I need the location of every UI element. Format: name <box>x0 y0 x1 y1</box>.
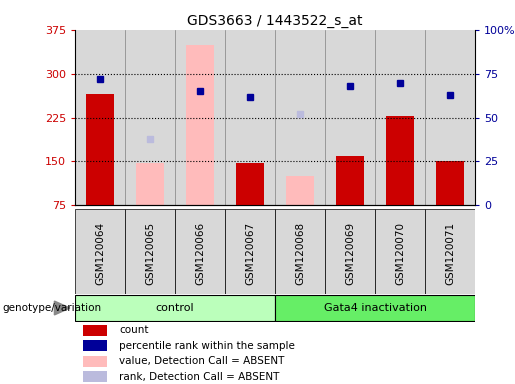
Text: control: control <box>156 303 194 313</box>
Bar <box>225 209 275 294</box>
Text: GSM120071: GSM120071 <box>445 222 455 285</box>
Text: count: count <box>119 325 148 335</box>
Bar <box>75 30 125 205</box>
Bar <box>275 295 475 321</box>
Text: rank, Detection Call = ABSENT: rank, Detection Call = ABSENT <box>119 372 279 382</box>
Bar <box>83 325 107 336</box>
Bar <box>186 45 214 205</box>
Text: GSM120067: GSM120067 <box>245 222 255 285</box>
Text: GSM120065: GSM120065 <box>145 222 155 285</box>
Bar <box>375 30 425 205</box>
Bar <box>386 116 414 205</box>
Bar <box>175 30 225 205</box>
Bar <box>83 371 107 382</box>
Title: GDS3663 / 1443522_s_at: GDS3663 / 1443522_s_at <box>187 13 363 28</box>
Bar <box>375 209 425 294</box>
Bar <box>325 30 375 205</box>
Text: GSM120068: GSM120068 <box>295 222 305 285</box>
Bar <box>86 94 114 205</box>
Bar <box>236 162 264 205</box>
Text: value, Detection Call = ABSENT: value, Detection Call = ABSENT <box>119 356 284 366</box>
Bar <box>275 30 325 205</box>
Polygon shape <box>55 301 70 315</box>
Text: percentile rank within the sample: percentile rank within the sample <box>119 341 295 351</box>
Bar <box>83 356 107 367</box>
Bar <box>75 295 275 321</box>
Bar <box>125 209 175 294</box>
Bar <box>336 156 364 205</box>
Bar <box>125 30 175 205</box>
Text: GSM120066: GSM120066 <box>195 222 205 285</box>
Text: GSM120064: GSM120064 <box>95 222 105 285</box>
Bar <box>425 209 475 294</box>
Bar <box>325 209 375 294</box>
Bar <box>136 162 164 205</box>
Bar <box>275 209 325 294</box>
Bar <box>75 209 125 294</box>
Text: genotype/variation: genotype/variation <box>3 303 101 313</box>
Bar <box>83 340 107 351</box>
Text: GSM120069: GSM120069 <box>345 222 355 285</box>
Bar <box>436 161 464 205</box>
Text: GSM120070: GSM120070 <box>395 222 405 285</box>
Bar <box>425 30 475 205</box>
Bar <box>225 30 275 205</box>
Bar <box>286 176 314 205</box>
Text: Gata4 inactivation: Gata4 inactivation <box>323 303 426 313</box>
Bar <box>175 209 225 294</box>
